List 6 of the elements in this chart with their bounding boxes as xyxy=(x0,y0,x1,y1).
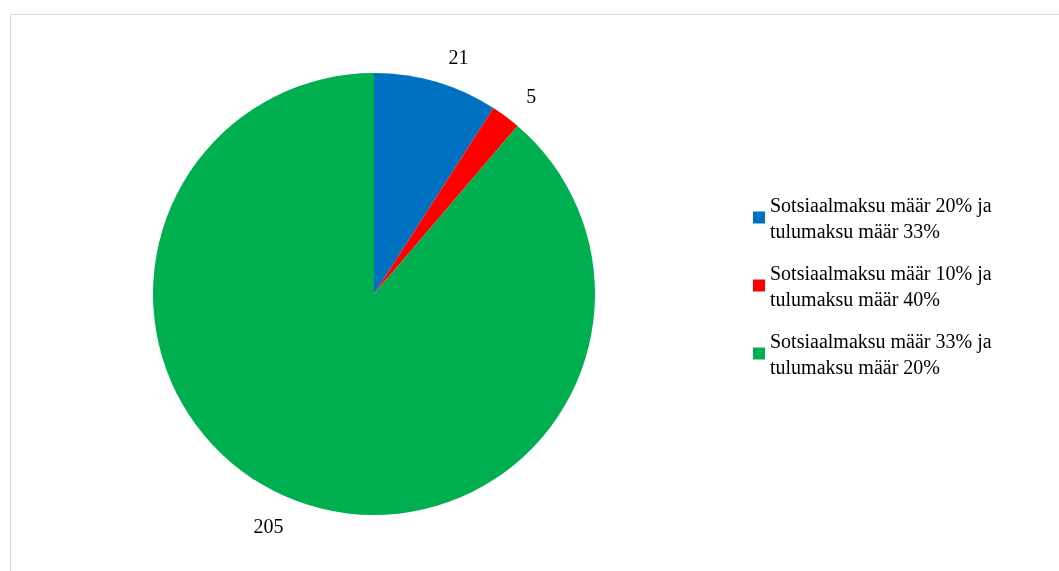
legend-label: Sotsiaalmaksu määr 33% ja tulumaksu määr 20% xyxy=(770,329,997,378)
legend-label: Sotsiaalmaksu määr 10% ja tulumaksu määr 40% xyxy=(770,261,997,310)
legend-label: Sotsiaalmaksu määr 20% ja tulumaksu määr 33% xyxy=(770,193,997,242)
data-label: 205 xyxy=(253,514,284,537)
data-label: 5 xyxy=(526,84,537,107)
data-label: 21 xyxy=(448,46,469,69)
